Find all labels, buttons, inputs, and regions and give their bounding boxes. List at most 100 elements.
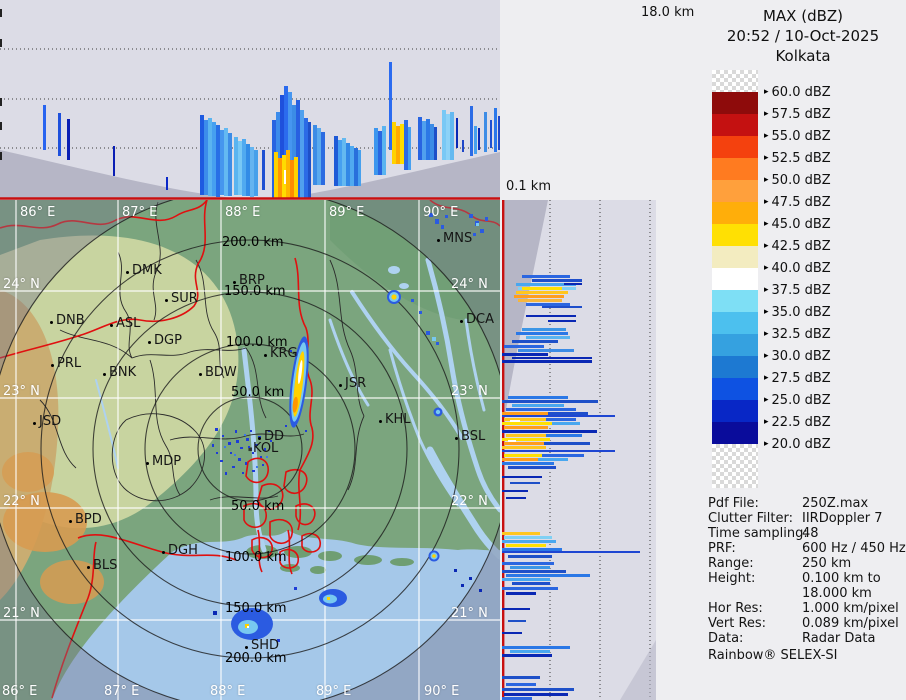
radar-map-panel[interactable]: [0, 200, 500, 700]
tick-arrow-icon: ▸: [764, 307, 769, 317]
tick-label: 57.5 dBZ: [772, 107, 831, 122]
metadata-row: Data: Radar Data: [708, 631, 906, 646]
scale-tick-row: ▸40.0 dBZ: [764, 260, 831, 276]
metadata-row: Height:0.100 km to: [708, 571, 906, 586]
scale-band-above-max: [712, 70, 758, 92]
clipped-axis-ticks: [0, 9, 2, 160]
tick-label: 40.0 dBZ: [772, 261, 831, 276]
cross-section-panel-vertical[interactable]: [502, 200, 656, 700]
scale-tick-row: ▸42.5 dBZ: [764, 238, 831, 254]
scale-band: [712, 114, 758, 136]
scale-tick-row: ▸20.0 dBZ: [764, 436, 831, 452]
tick-arrow-icon: ▸: [764, 241, 769, 251]
metadata-label: Vert Res:: [708, 616, 766, 631]
tick-label: 27.5 dBZ: [772, 371, 831, 386]
radar-map-canvas: [0, 200, 500, 700]
scale-band: [712, 202, 758, 224]
scale-tick-row: ▸52.5 dBZ: [764, 150, 831, 166]
tick-label: 37.5 dBZ: [772, 283, 831, 298]
metadata-value: Radar Data: [802, 631, 875, 646]
echo-rows: [502, 275, 640, 700]
metadata-value: IIRDoppler 7: [802, 511, 883, 526]
legend-panel: MAX (dBZ) 20:52 / 10-Oct-2025 Kolkata ▸6…: [700, 0, 906, 700]
radar-site-name: Kolkata: [700, 46, 906, 66]
scale-band-below-min: [712, 444, 758, 488]
metadata-row: Clutter Filter: IIRDoppler 7: [708, 511, 906, 526]
scale-band: [712, 268, 758, 290]
scale-tick-row: ▸60.0 dBZ: [764, 84, 831, 100]
metadata-label: Clutter Filter:: [708, 511, 793, 526]
metadata-value: 0.089 km/pixel: [802, 616, 899, 631]
scale-band: [712, 180, 758, 202]
metadata-label: PRF:: [708, 541, 736, 556]
scale-tick-row: ▸55.0 dBZ: [764, 128, 831, 144]
tick-arrow-icon: ▸: [764, 351, 769, 361]
tick-arrow-icon: ▸: [764, 87, 769, 97]
metadata-label: Pdf File:: [708, 496, 759, 511]
tick-arrow-icon: ▸: [764, 329, 769, 339]
tick-arrow-icon: ▸: [764, 439, 769, 449]
tick-label: 42.5 dBZ: [772, 239, 831, 254]
tick-arrow-icon: ▸: [764, 395, 769, 405]
metadata-value: 48: [802, 526, 819, 541]
metadata-value: 0.100 km to: [802, 571, 881, 586]
height-axis-max-label: 18.0 km: [641, 5, 694, 20]
scale-band: [712, 92, 758, 114]
metadata-row: Time sampling:48: [708, 526, 906, 541]
scan-timestamp: 20:52 / 10-Oct-2025: [700, 26, 906, 46]
scale-band: [712, 158, 758, 180]
cross-section-horizontal-canvas: [0, 0, 500, 200]
scale-tick-row: ▸30.0 dBZ: [764, 348, 831, 364]
metadata-value: 1.000 km/pixel: [802, 601, 899, 616]
scale-band: [712, 378, 758, 400]
scale-band: [712, 224, 758, 246]
metadata-row: PRF: 600 Hz / 450 Hz: [708, 541, 906, 556]
metadata-value: 250 km: [802, 556, 851, 571]
software-brand-label: Rainbow® SELEX-SI: [708, 648, 838, 663]
scale-tick-row: ▸37.5 dBZ: [764, 282, 831, 298]
tick-label: 22.5 dBZ: [772, 415, 831, 430]
metadata-value: 250Z.max: [802, 496, 868, 511]
tick-arrow-icon: ▸: [764, 417, 769, 427]
tick-arrow-icon: ▸: [764, 285, 769, 295]
tick-label: 32.5 dBZ: [772, 327, 831, 342]
tick-arrow-icon: ▸: [764, 131, 769, 141]
scale-band: [712, 334, 758, 356]
tick-label: 60.0 dBZ: [772, 85, 831, 100]
scale-band: [712, 246, 758, 268]
scale-band: [712, 400, 758, 422]
scale-tick-row: ▸45.0 dBZ: [764, 216, 831, 232]
metadata-row: Hor Res: 1.000 km/pixel: [708, 601, 906, 616]
scale-tick-row: ▸50.0 dBZ: [764, 172, 831, 188]
height-axis-min-label: 0.1 km: [506, 179, 551, 194]
scale-tick-row: ▸32.5 dBZ: [764, 326, 831, 342]
scale-band: [712, 136, 758, 158]
tick-label: 20.0 dBZ: [772, 437, 831, 452]
metadata-value: 18.000 km: [802, 586, 872, 601]
scale-band: [712, 312, 758, 334]
metadata-value: 600 Hz / 450 Hz: [802, 541, 906, 556]
tick-arrow-icon: ▸: [764, 109, 769, 119]
scale-tick-row: ▸47.5 dBZ: [764, 194, 831, 210]
scale-band: [712, 356, 758, 378]
metadata-label: Range:: [708, 556, 754, 571]
metadata-row: 18.000 km: [708, 586, 906, 601]
scale-band: [712, 290, 758, 312]
metadata-row: Range: 250 km: [708, 556, 906, 571]
tick-label: 52.5 dBZ: [772, 151, 831, 166]
tick-arrow-icon: ▸: [764, 175, 769, 185]
scale-tick-row: ▸22.5 dBZ: [764, 414, 831, 430]
scale-tick-row: ▸35.0 dBZ: [764, 304, 831, 320]
tick-arrow-icon: ▸: [764, 197, 769, 207]
tick-arrow-icon: ▸: [764, 153, 769, 163]
cross-section-panel-horizontal[interactable]: [0, 0, 500, 200]
scale-tick-row: ▸27.5 dBZ: [764, 370, 831, 386]
metadata-label: Hor Res:: [708, 601, 763, 616]
metadata-label: Data:: [708, 631, 743, 646]
metadata-row: Pdf File: 250Z.max: [708, 496, 906, 511]
radar-application-window: { "legend": { "title": "MAX (dBZ)", "tim…: [0, 0, 906, 700]
tick-label: 55.0 dBZ: [772, 129, 831, 144]
scale-tick-row: ▸57.5 dBZ: [764, 106, 831, 122]
tick-label: 50.0 dBZ: [772, 173, 831, 188]
cross-section-vertical-canvas: [502, 200, 656, 700]
